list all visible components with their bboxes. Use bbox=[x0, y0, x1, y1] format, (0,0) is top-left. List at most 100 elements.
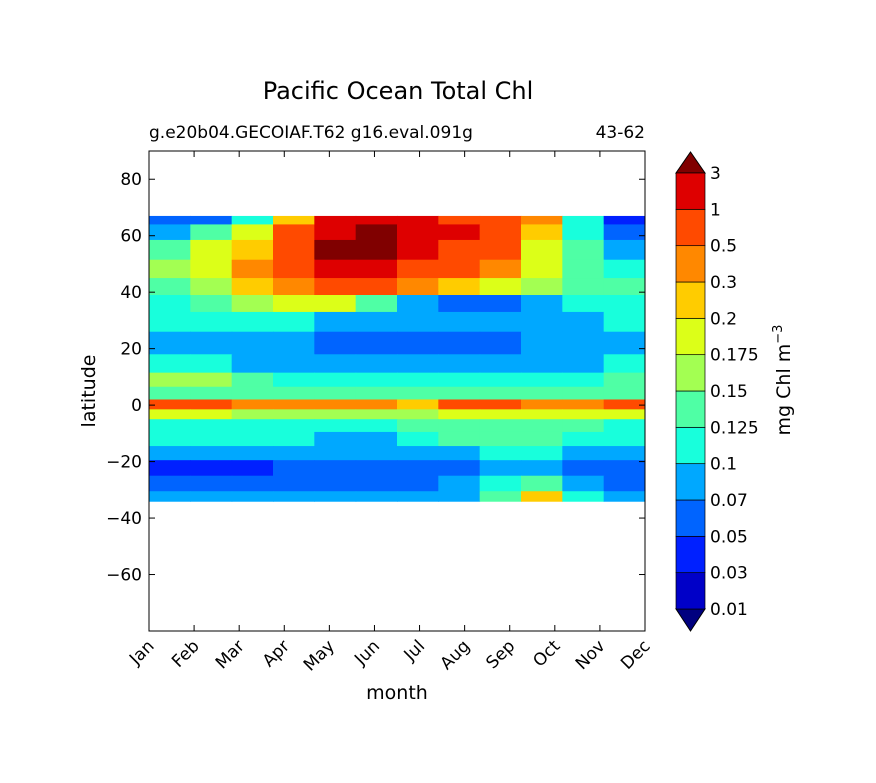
heatmap-cell bbox=[190, 372, 233, 388]
heatmap-cell bbox=[562, 215, 605, 226]
heatmap-cell bbox=[603, 419, 645, 433]
heatmap-cell bbox=[521, 475, 563, 492]
heatmap-cell bbox=[397, 331, 439, 355]
heatmap-cell bbox=[438, 475, 481, 492]
colorbar-tick-label: 0.125 bbox=[710, 418, 759, 438]
colorbar-tick-label: 0.5 bbox=[710, 237, 737, 257]
heatmap-cell bbox=[190, 239, 233, 261]
heatmap-cell bbox=[149, 399, 191, 410]
heatmap-cell bbox=[273, 331, 315, 355]
heatmap-cell bbox=[149, 386, 191, 401]
heatmap-cell bbox=[190, 491, 233, 502]
plot-frame bbox=[148, 150, 646, 632]
heatmap-cell bbox=[231, 475, 274, 492]
heatmap-cell bbox=[438, 372, 481, 388]
heatmap-cell bbox=[231, 259, 274, 279]
heatmap-cell bbox=[355, 419, 398, 433]
heatmap-cell bbox=[273, 295, 315, 313]
heatmap-cell bbox=[521, 354, 563, 374]
heatmap-cell bbox=[603, 259, 645, 279]
heatmap-cell bbox=[603, 431, 645, 447]
heatmap-cell bbox=[355, 215, 398, 226]
heatmap-cell bbox=[190, 354, 233, 374]
heatmap-cell bbox=[314, 278, 357, 296]
heatmap-cell bbox=[273, 259, 315, 279]
chart-subtitle-left: g.e20b04.GECOIAF.T62 g16.eval.091g bbox=[149, 123, 473, 143]
heatmap-cell bbox=[438, 295, 481, 313]
colorbar-segment bbox=[675, 172, 706, 210]
colorbar-segment bbox=[675, 208, 706, 247]
heatmap-cell bbox=[273, 491, 315, 502]
heatmap-cell bbox=[603, 372, 645, 388]
heatmap-cell bbox=[479, 295, 522, 313]
heatmap-cell bbox=[397, 431, 439, 447]
heatmap-cell bbox=[521, 224, 563, 241]
heatmap-cell bbox=[355, 431, 398, 447]
heatmap-cell bbox=[231, 215, 274, 226]
heatmap-cell bbox=[149, 295, 191, 313]
heatmap-cell bbox=[149, 475, 191, 492]
heatmap-cell bbox=[521, 419, 563, 433]
heatmap-cell bbox=[314, 372, 357, 388]
heatmap-cell bbox=[603, 446, 645, 461]
y-tick-label: −40 bbox=[106, 509, 142, 529]
heatmap-cell bbox=[438, 259, 481, 279]
heatmap-cell bbox=[562, 239, 605, 261]
heatmap-cell bbox=[562, 259, 605, 279]
heatmap-cell bbox=[603, 224, 645, 241]
heatmap-cell bbox=[603, 386, 645, 401]
colorbar-segment bbox=[675, 535, 706, 574]
heatmap-cell bbox=[355, 491, 398, 502]
heatmap-cell bbox=[562, 419, 605, 433]
heatmap-cell bbox=[314, 239, 357, 261]
heatmap-cell bbox=[149, 224, 191, 241]
heatmap-cell bbox=[231, 431, 274, 447]
heatmap-cell bbox=[438, 460, 481, 477]
heatmap-cell bbox=[190, 475, 233, 492]
heatmap-cell bbox=[479, 409, 522, 420]
colorbar-tick-label: 0.01 bbox=[710, 600, 748, 620]
colorbar-tick-label: 0.3 bbox=[710, 273, 737, 293]
heatmap-cell bbox=[479, 491, 522, 502]
heatmap-cell bbox=[438, 224, 481, 241]
heatmap-cell bbox=[521, 239, 563, 261]
heatmap-cell bbox=[190, 311, 233, 333]
heatmap-cell bbox=[190, 224, 233, 241]
heatmap-cell bbox=[149, 259, 191, 279]
heatmap-cell bbox=[273, 372, 315, 388]
x-tick-label: Dec bbox=[617, 636, 654, 673]
heatmap-cell bbox=[273, 460, 315, 477]
colorbar-tick-label: 0.1 bbox=[710, 455, 737, 475]
heatmap-cell bbox=[231, 446, 274, 461]
x-tick-label: Mar bbox=[212, 636, 249, 673]
colorbar-segment bbox=[675, 281, 706, 319]
heatmap-cell bbox=[397, 446, 439, 461]
colorbar-tick-label: 0.15 bbox=[710, 382, 748, 402]
heatmap-cell bbox=[438, 331, 481, 355]
heatmap-cell bbox=[355, 224, 398, 241]
heatmap-cell bbox=[355, 446, 398, 461]
heatmap-cell bbox=[397, 278, 439, 296]
heatmap-cell bbox=[314, 259, 357, 279]
colorbar-segment bbox=[675, 572, 706, 610]
heatmap-cell bbox=[149, 409, 191, 420]
heatmap-cell bbox=[355, 278, 398, 296]
heatmap-cell bbox=[355, 331, 398, 355]
heatmap-cell bbox=[149, 491, 191, 502]
heatmap-cell bbox=[190, 399, 233, 410]
heatmap-cell bbox=[479, 278, 522, 296]
heatmap-cell bbox=[562, 311, 605, 333]
colorbar: 0.01 0.03 0.05 0.07 0.1 0.125 0.15 0.175 0.2 0.3 0… bbox=[675, 151, 759, 632]
heatmap-cell bbox=[603, 295, 645, 313]
heatmap-cell bbox=[355, 295, 398, 313]
heatmap-cell bbox=[521, 460, 563, 477]
x-tick-label: Oct bbox=[529, 636, 564, 671]
heatmap-cell bbox=[273, 446, 315, 461]
x-tick-label: Feb bbox=[168, 636, 203, 671]
y-tick-label: 40 bbox=[120, 283, 142, 303]
x-tick-label: Sep bbox=[482, 636, 519, 673]
x-tick-label: Nov bbox=[572, 636, 610, 674]
heatmap-cell bbox=[190, 259, 233, 279]
colorbar-segment bbox=[675, 499, 706, 537]
heatmap-cell bbox=[190, 419, 233, 433]
